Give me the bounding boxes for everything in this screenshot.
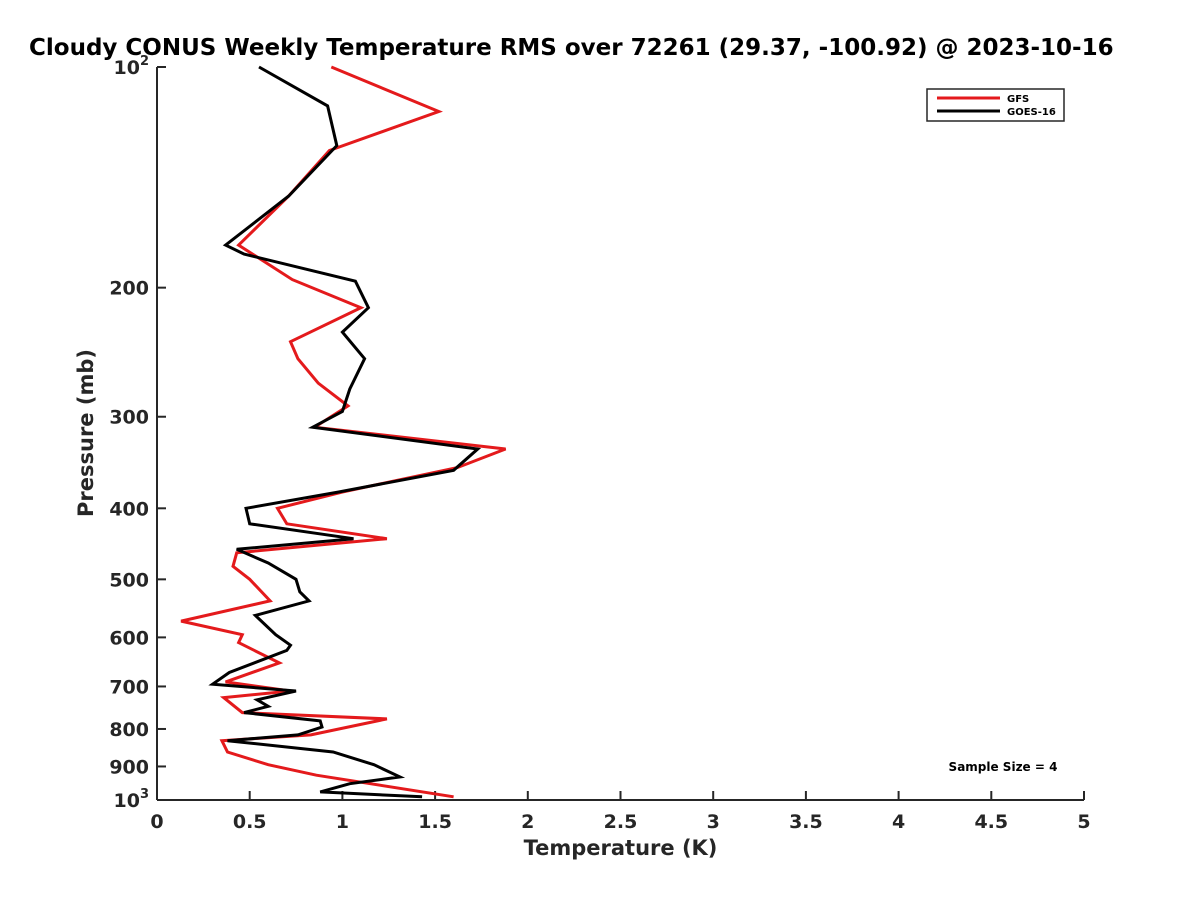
plot-area: 0 0.5 1 1.5 2 2.5 3 3.5 4 4.5 5 102 200 300 400 500 600 7… xyxy=(109,54,1090,833)
legend-label: GFS xyxy=(1007,94,1029,105)
legend: GFS GOES-16 xyxy=(926,88,1065,122)
y-tick-label: 800 xyxy=(109,719,149,741)
y-tick-label: 400 xyxy=(109,498,149,520)
x-tick-label: 0 xyxy=(150,811,163,833)
sample-size-annotation: Sample Size = 4 xyxy=(949,760,1058,774)
x-tick-label: 0.5 xyxy=(233,811,267,833)
x-tick-label: 1.5 xyxy=(418,811,452,833)
y-axis-label: Pressure (mb) xyxy=(74,349,98,517)
y-tick-label: 300 xyxy=(109,407,149,429)
y-tick-label: 700 xyxy=(109,676,149,698)
x-tick-label: 3.5 xyxy=(789,811,823,833)
chart-title: Cloudy CONUS Weekly Temperature RMS over… xyxy=(29,35,1114,61)
y-tick-label: 500 xyxy=(109,569,149,591)
x-tick-label: 3 xyxy=(707,811,720,833)
x-tick-label: 4 xyxy=(892,811,905,833)
legend-box xyxy=(926,88,1065,122)
y-tick-label: 900 xyxy=(109,756,149,778)
x-tick-label: 5 xyxy=(1077,811,1090,833)
y-tick-label: 200 xyxy=(109,278,149,300)
series-line-gfs xyxy=(180,65,507,799)
y-tick-label: 103 xyxy=(114,787,150,812)
x-tick-label: 1 xyxy=(336,811,349,833)
x-tick-label: 2 xyxy=(521,811,534,833)
x-tick-label: 4.5 xyxy=(974,811,1008,833)
y-tick-label: 102 xyxy=(114,54,150,79)
x-axis-label: Temperature (K) xyxy=(524,836,718,860)
legend-label: GOES-16 xyxy=(1007,107,1056,118)
series-line-goes-16 xyxy=(208,65,482,799)
x-tick-label: 2.5 xyxy=(604,811,638,833)
y-tick-label: 600 xyxy=(109,627,149,649)
